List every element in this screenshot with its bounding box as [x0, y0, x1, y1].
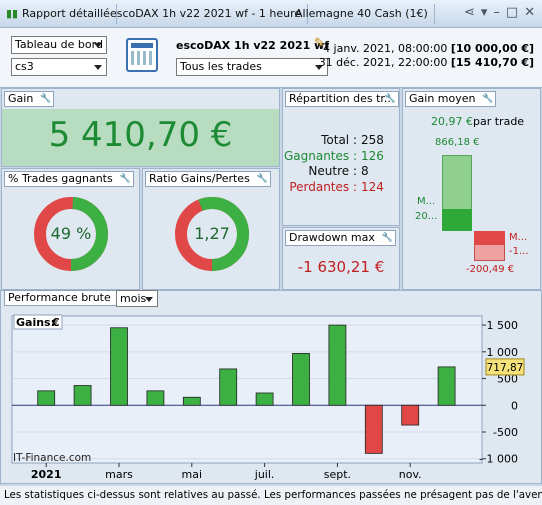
- legend-box: [13, 314, 63, 330]
- bar: [182, 396, 201, 406]
- y-tick-label: - 1 000: [479, 453, 518, 466]
- toolbar: Tableau de bord cs3 escoDAX 1h v22 2021 …: [0, 28, 542, 88]
- y-tick-label: 1 000: [487, 346, 519, 359]
- bar: [110, 327, 128, 406]
- bar: [219, 368, 238, 406]
- view-select[interactable]: Tableau de bord: [11, 36, 107, 54]
- edit-icon[interactable]: ✎: [314, 36, 325, 51]
- config-select[interactable]: cs3: [11, 58, 107, 76]
- distribution-row: Gagnantes : 126: [283, 149, 399, 165]
- strategy-name: escoDAX 1h v22 2021 wf: [176, 39, 330, 52]
- row-label: Neutre :: [308, 164, 357, 178]
- row-label: Gagnantes :: [283, 148, 357, 163]
- x-tick-label: mars: [105, 468, 133, 481]
- bar: [146, 390, 165, 406]
- losing-avg: -200,49 €: [466, 264, 515, 275]
- panel-title[interactable]: Ratio Gains/Pertes: [145, 171, 271, 187]
- row-value: 8: [361, 164, 369, 178]
- panel-title[interactable]: Gain: [4, 91, 55, 107]
- window-controls[interactable]: ⋖▾–□✕: [464, 5, 542, 20]
- row-value: 126: [361, 148, 384, 163]
- drawdown-panel: Drawdown max -1 630,21 €: [282, 227, 400, 290]
- distribution-row: Total : 258: [283, 133, 399, 149]
- start-capital: [10 000,00 €]: [450, 42, 534, 55]
- watermark: IT-Finance.com: [13, 452, 91, 464]
- period-select[interactable]: mois: [116, 290, 158, 307]
- donut-arc: [175, 197, 249, 271]
- end: 31 déc. 2021, 22:00:00 [15 410,70 €]: [319, 56, 534, 69]
- winning-avg: 866,18 €: [435, 137, 480, 148]
- tab[interactable]: Allemagne 40 Cash (1€): [289, 4, 435, 24]
- chart: 1 500 1 000 500 0 -500 - 1 000 2021 mars mai juil…: [11, 314, 525, 481]
- panel-title[interactable]: Répartition des tr...: [285, 91, 399, 107]
- last-value-box: [485, 358, 525, 376]
- bar-label: M...: [417, 196, 436, 207]
- bar-label: -1...: [509, 246, 529, 257]
- bar: [292, 353, 310, 406]
- x-tick-label: juil.: [254, 468, 275, 481]
- donut-label: 49 %: [51, 224, 92, 243]
- row-label: Perdantes :: [289, 179, 357, 194]
- ratio-panel: Ratio Gains/Pertes 1,27: [142, 168, 280, 290]
- win-rate-panel: % Trades gagnants 49 %: [1, 168, 140, 290]
- bar: [364, 404, 383, 454]
- y-tick-label: -500: [493, 426, 518, 439]
- last-value-label: 717,87: [487, 362, 524, 374]
- drawdown-value: -1 630,21 €: [297, 258, 385, 276]
- tab-bar: ▮▮ Rapport détaillé escoDAX 1h v22 2021 w…: [0, 0, 542, 28]
- bar: [73, 385, 92, 406]
- x-tick-label: mai: [182, 468, 203, 481]
- panel-title[interactable]: % Trades gagnants: [4, 171, 134, 187]
- average-gain-panel: Gain moyen 20,97 € par trade 866,18 € M.…: [402, 88, 541, 290]
- distribution-panel: Répartition des tr... Total : 258 Gagnante…: [282, 88, 400, 226]
- distribution-row: Neutre : 8: [283, 164, 399, 180]
- tab[interactable]: ▮▮ Rapport détaillé: [2, 4, 117, 24]
- panel-title[interactable]: Performance brute: [4, 290, 132, 306]
- bar: [37, 390, 56, 406]
- per-trade: 20,97 €: [431, 115, 473, 128]
- start: 4 janv. 2021, 08:00:00 [10 000,00 €]: [323, 42, 534, 55]
- end-capital: [15 410,70 €]: [450, 56, 534, 69]
- bar: [255, 392, 274, 406]
- gain-panel: Gain 5 410,70 €: [1, 88, 280, 167]
- donut: 1,27: [175, 197, 249, 271]
- bar: [328, 324, 347, 406]
- bar: [401, 404, 420, 426]
- donut-label: 1,27: [194, 224, 230, 243]
- x-tick-label: 2021: [31, 468, 62, 481]
- tab-label: Rapport détaillé: [22, 7, 110, 20]
- distribution-row: Perdantes : 124: [283, 180, 399, 196]
- trades-select[interactable]: Tous les trades: [176, 58, 328, 76]
- bar-label: M...: [509, 232, 528, 243]
- legend-label: Gains:: [16, 316, 55, 329]
- x-tick-label: nov.: [399, 468, 422, 481]
- donut-arc: [34, 197, 108, 271]
- y-tick-label: 1 500: [487, 319, 519, 332]
- legend-unit: €: [51, 316, 60, 329]
- per-trade-unit: par trade: [473, 115, 525, 128]
- report-icon[interactable]: [126, 38, 158, 72]
- bar: [437, 366, 456, 406]
- row-value: 258: [361, 133, 384, 147]
- panel-title[interactable]: Gain moyen: [405, 91, 497, 107]
- start-date: 4 janv. 2021, 08:00:00: [323, 42, 448, 55]
- row-label: Total :: [321, 133, 357, 147]
- x-tick-label: sept.: [324, 468, 351, 481]
- row-value: 124: [361, 179, 384, 194]
- y-tick-label: 0: [511, 399, 518, 412]
- tab[interactable]: escoDAX 1h v22 2021 wf - 1 heure: [104, 4, 309, 24]
- donut: 49 %: [34, 197, 108, 271]
- footer: Les statistiques ci-dessus sont relative…: [0, 486, 542, 505]
- gain-value: 5 410,70 €: [48, 115, 233, 155]
- panel-title[interactable]: Drawdown max: [285, 230, 396, 246]
- bar-label: 20...: [415, 211, 438, 222]
- end-date: 31 déc. 2021, 22:00:00: [318, 56, 448, 69]
- y-tick-label: 500: [497, 373, 518, 386]
